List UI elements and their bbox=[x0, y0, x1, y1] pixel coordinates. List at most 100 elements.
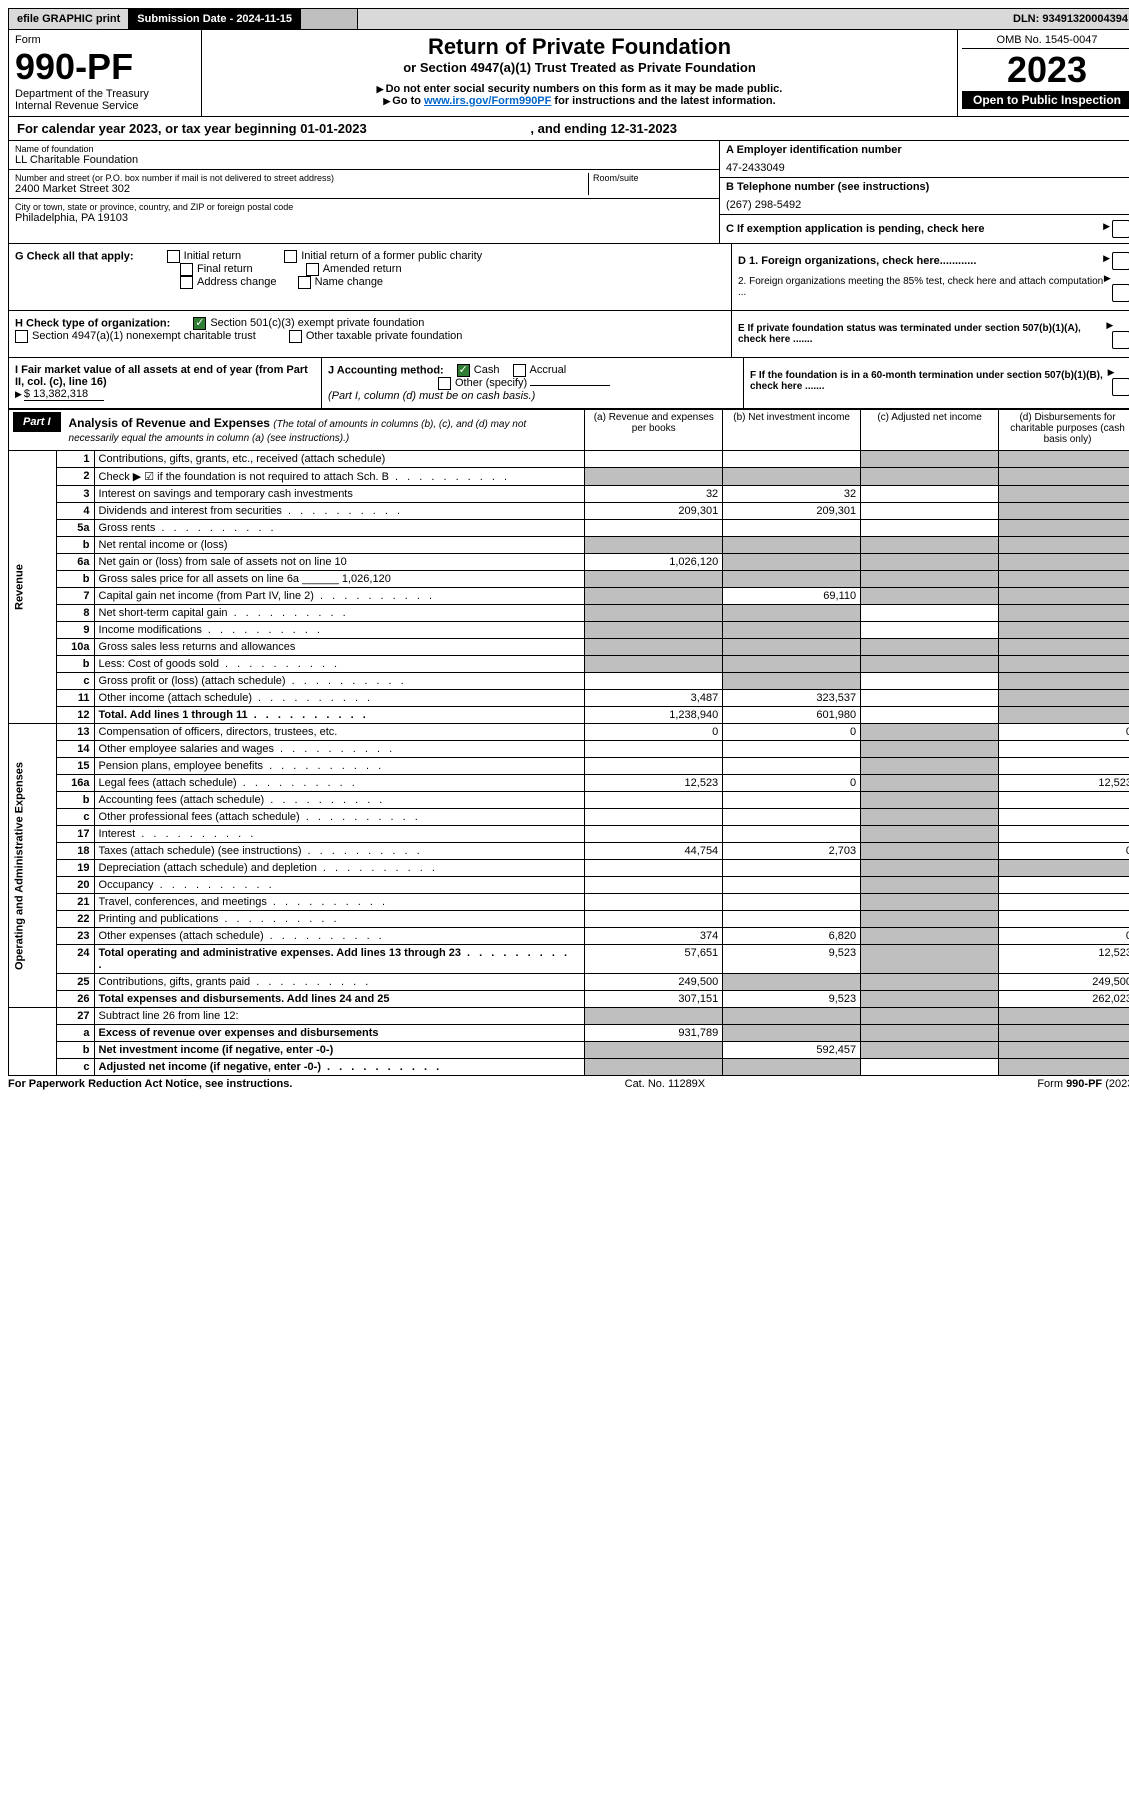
value-cell: 1,238,940 bbox=[585, 707, 723, 724]
value-cell bbox=[723, 1025, 861, 1042]
value-cell bbox=[723, 860, 861, 877]
table-row: 18Taxes (attach schedule) (see instructi… bbox=[9, 843, 1129, 860]
col-c: (c) Adjusted net income bbox=[861, 410, 999, 451]
foundation-name: LL Charitable Foundation bbox=[15, 154, 713, 166]
room-label: Room/suite bbox=[593, 173, 713, 183]
d1-checkbox[interactable] bbox=[1112, 252, 1129, 270]
line-number: c bbox=[57, 809, 94, 826]
value-cell bbox=[999, 1042, 1129, 1059]
value-cell bbox=[861, 911, 999, 928]
pdf-spacer bbox=[301, 9, 358, 29]
value-cell bbox=[861, 843, 999, 860]
value-cell bbox=[585, 468, 723, 486]
value-cell bbox=[861, 622, 999, 639]
f-checkbox[interactable] bbox=[1112, 378, 1129, 396]
table-row: 10aGross sales less returns and allowanc… bbox=[9, 639, 1129, 656]
value-cell: 374 bbox=[585, 928, 723, 945]
j-accrual[interactable] bbox=[513, 364, 526, 377]
g-name[interactable] bbox=[298, 276, 311, 289]
table-row: 19Depreciation (attach schedule) and dep… bbox=[9, 860, 1129, 877]
h-other-tax[interactable] bbox=[289, 330, 302, 343]
value-cell bbox=[999, 656, 1129, 673]
line-description: Taxes (attach schedule) (see instruction… bbox=[94, 843, 585, 860]
value-cell bbox=[723, 571, 861, 588]
table-row: Operating and Administrative Expenses13C… bbox=[9, 724, 1129, 741]
g-initial-former[interactable] bbox=[284, 250, 297, 263]
value-cell bbox=[723, 809, 861, 826]
h-501c3[interactable]: ✓ bbox=[193, 317, 206, 330]
line-number: 25 bbox=[57, 974, 94, 991]
line-description: Total operating and administrative expen… bbox=[94, 945, 585, 974]
dln: DLN: 93491320004394 bbox=[1005, 9, 1129, 29]
value-cell: 6,820 bbox=[723, 928, 861, 945]
value-cell bbox=[723, 520, 861, 537]
form990pf-link[interactable]: www.irs.gov/Form990PF bbox=[424, 95, 551, 107]
col-d: (d) Disbursements for charitable purpose… bbox=[999, 410, 1129, 451]
d2-checkbox[interactable] bbox=[1112, 284, 1129, 302]
g-initial[interactable] bbox=[167, 250, 180, 263]
value-cell bbox=[861, 537, 999, 554]
f-label: F If the foundation is in a 60-month ter… bbox=[750, 370, 1108, 392]
j-other[interactable] bbox=[438, 377, 451, 390]
value-cell: 57,651 bbox=[585, 945, 723, 974]
value-cell bbox=[861, 775, 999, 792]
line-number: 16a bbox=[57, 775, 94, 792]
value-cell bbox=[999, 690, 1129, 707]
line-number: 14 bbox=[57, 741, 94, 758]
value-cell: 32 bbox=[723, 486, 861, 503]
value-cell bbox=[861, 741, 999, 758]
value-cell bbox=[723, 451, 861, 468]
value-cell: 0 bbox=[999, 843, 1129, 860]
value-cell bbox=[999, 520, 1129, 537]
omb: OMB No. 1545-0047 bbox=[962, 34, 1129, 49]
value-cell bbox=[861, 588, 999, 605]
g-amended[interactable] bbox=[306, 263, 319, 276]
table-row: Revenue1Contributions, gifts, grants, et… bbox=[9, 451, 1129, 468]
value-cell bbox=[585, 826, 723, 843]
line-description: Adjusted net income (if negative, enter … bbox=[94, 1059, 585, 1076]
table-row: aExcess of revenue over expenses and dis… bbox=[9, 1025, 1129, 1042]
value-cell bbox=[585, 605, 723, 622]
checks-gd: G Check all that apply: Initial return I… bbox=[8, 244, 1129, 311]
value-cell bbox=[999, 639, 1129, 656]
value-cell bbox=[999, 792, 1129, 809]
g-address[interactable] bbox=[180, 276, 193, 289]
value-cell: 262,023 bbox=[999, 991, 1129, 1008]
value-cell bbox=[999, 537, 1129, 554]
value-cell: 209,301 bbox=[723, 503, 861, 520]
value-cell bbox=[585, 673, 723, 690]
value-cell bbox=[723, 826, 861, 843]
efile-button[interactable]: efile GRAPHIC print bbox=[9, 9, 129, 29]
value-cell bbox=[723, 605, 861, 622]
table-row: 5aGross rents bbox=[9, 520, 1129, 537]
g-final[interactable] bbox=[180, 263, 193, 276]
value-cell bbox=[861, 1008, 999, 1025]
value-cell bbox=[999, 673, 1129, 690]
line-number: 18 bbox=[57, 843, 94, 860]
c-checkbox[interactable] bbox=[1112, 220, 1129, 238]
h-4947[interactable] bbox=[15, 330, 28, 343]
part1-title: Analysis of Revenue and Expenses bbox=[69, 416, 270, 430]
table-row: cOther professional fees (attach schedul… bbox=[9, 809, 1129, 826]
line-description: Income modifications bbox=[94, 622, 585, 639]
page-footer: For Paperwork Reduction Act Notice, see … bbox=[8, 1076, 1129, 1090]
table-row: 24Total operating and administrative exp… bbox=[9, 945, 1129, 974]
address: 2400 Market Street 302 bbox=[15, 183, 588, 195]
line-description: Capital gain net income (from Part IV, l… bbox=[94, 588, 585, 605]
value-cell bbox=[861, 503, 999, 520]
line-number: 15 bbox=[57, 758, 94, 775]
table-row: 7Capital gain net income (from Part IV, … bbox=[9, 588, 1129, 605]
value-cell bbox=[861, 520, 999, 537]
ein: 47-2433049 bbox=[726, 162, 1129, 174]
e-checkbox[interactable] bbox=[1112, 331, 1129, 349]
table-row: 12Total. Add lines 1 through 111,238,940… bbox=[9, 707, 1129, 724]
value-cell bbox=[861, 826, 999, 843]
line-number: c bbox=[57, 673, 94, 690]
value-cell: 1,026,120 bbox=[585, 554, 723, 571]
j-cash[interactable]: ✓ bbox=[457, 364, 470, 377]
line-number: c bbox=[57, 1059, 94, 1076]
value-cell bbox=[861, 724, 999, 741]
table-row: 27Subtract line 26 from line 12: bbox=[9, 1008, 1129, 1025]
value-cell bbox=[861, 486, 999, 503]
value-cell: 12,523 bbox=[999, 775, 1129, 792]
